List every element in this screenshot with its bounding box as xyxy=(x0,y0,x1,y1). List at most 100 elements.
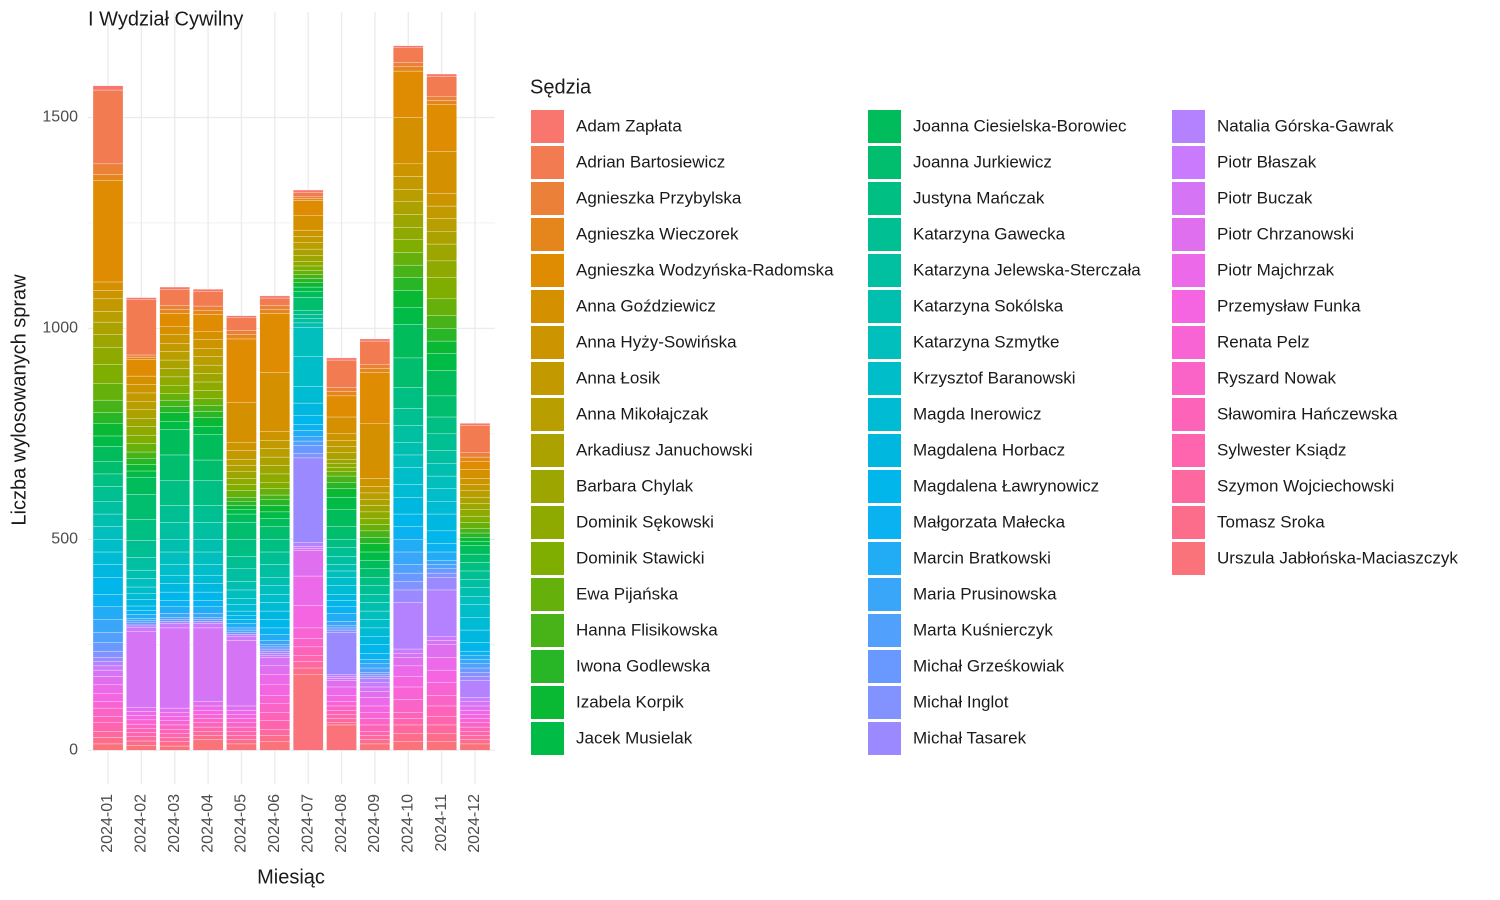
bar-segment xyxy=(226,513,257,523)
bar-segment xyxy=(293,453,324,459)
bar-segment xyxy=(326,714,357,719)
bar-segment xyxy=(293,575,324,606)
bar-segment xyxy=(126,494,157,520)
legend-key xyxy=(531,398,564,431)
bar-segment xyxy=(459,642,491,652)
bar-segment xyxy=(159,612,190,618)
bar-segment xyxy=(226,334,257,340)
bar-segment xyxy=(326,686,357,696)
bar-segment xyxy=(192,289,224,292)
bar-segment xyxy=(259,482,290,489)
bar-segment xyxy=(293,550,324,577)
bar-segment xyxy=(159,326,190,335)
legend-key xyxy=(868,254,901,287)
bar-segment xyxy=(126,434,157,444)
legend-key xyxy=(531,722,564,755)
bar-segment xyxy=(359,619,391,629)
bar-segment xyxy=(459,629,491,643)
legend-key xyxy=(1172,326,1205,359)
bar-segment xyxy=(126,723,157,729)
bar-segment xyxy=(359,602,391,612)
bar-segment xyxy=(226,735,257,740)
bar-segment xyxy=(226,627,257,631)
bar-segment xyxy=(459,680,491,698)
bar-segment xyxy=(126,624,157,628)
bar-segment xyxy=(393,581,424,591)
bar-segment xyxy=(359,338,391,342)
bar-segment xyxy=(293,356,324,387)
bar-segment xyxy=(226,338,257,403)
bar-segment xyxy=(459,541,491,546)
bar-segment xyxy=(159,334,190,344)
bar-segment xyxy=(293,646,324,656)
bar-segment xyxy=(126,707,157,712)
bar-segment xyxy=(126,593,157,600)
bar-segment xyxy=(426,193,457,207)
bar-segment xyxy=(393,189,424,202)
bar-segment xyxy=(159,583,190,593)
bar-segment xyxy=(293,229,324,237)
bar-segment xyxy=(426,395,457,418)
bar-segment xyxy=(92,716,124,723)
bar-segment xyxy=(92,174,124,181)
bar-segment xyxy=(159,539,190,553)
bar-segment xyxy=(259,488,290,496)
bar-segment xyxy=(359,368,391,373)
bar-segment xyxy=(192,564,224,576)
legend-key xyxy=(1172,218,1205,251)
bar-segment xyxy=(359,524,391,532)
bar-segment xyxy=(92,665,124,671)
bar-segment xyxy=(393,653,424,658)
bar-segment xyxy=(259,674,290,686)
bar-segment xyxy=(393,307,424,325)
bar-segment xyxy=(192,417,224,427)
bar-segment xyxy=(326,585,357,595)
bar-segment xyxy=(426,568,457,574)
bar-segment xyxy=(459,579,491,588)
bar-segment xyxy=(126,451,157,459)
bar-segment xyxy=(259,665,290,675)
bar-segment xyxy=(459,604,491,618)
bar-segment xyxy=(326,612,357,622)
bar-segment xyxy=(92,298,124,312)
bar-segment xyxy=(293,255,324,262)
bar-segment xyxy=(426,104,457,152)
bar-segment xyxy=(459,545,491,555)
legend-key xyxy=(868,722,901,755)
bar-segment xyxy=(293,322,324,328)
chart-title: I Wydział Cywilny xyxy=(88,8,243,30)
bar-segment xyxy=(393,589,424,603)
bar-segment xyxy=(293,215,324,231)
bar-segment xyxy=(326,674,357,677)
bar-segment xyxy=(259,456,290,466)
bar-segment xyxy=(192,459,224,481)
bar-segment xyxy=(293,661,324,669)
legend-key xyxy=(1172,182,1205,215)
legend-key xyxy=(531,614,564,647)
bar-segment xyxy=(159,305,190,310)
bar-segment xyxy=(426,340,457,354)
bar-segment xyxy=(393,408,424,426)
bar-segment xyxy=(459,726,491,732)
legend-key xyxy=(868,326,901,359)
bar-segment xyxy=(159,737,190,742)
bar-segment xyxy=(259,634,290,641)
bar-segment xyxy=(192,522,224,540)
bar-segment xyxy=(326,467,357,472)
bar-segment xyxy=(293,297,324,311)
bar-segment xyxy=(359,478,391,487)
bar-segment xyxy=(426,657,457,671)
bar-segment xyxy=(459,676,491,681)
bar-segment xyxy=(359,610,391,620)
bar-segment xyxy=(393,564,424,574)
bar-segment xyxy=(159,412,190,422)
bar-segment xyxy=(426,450,457,464)
bar-segment xyxy=(259,431,290,441)
bar-segment xyxy=(92,564,124,578)
bar-segment xyxy=(259,703,290,713)
y-tick-label: 0 xyxy=(69,741,78,758)
x-tick-label: 2024-03 xyxy=(166,794,183,853)
bar-segment xyxy=(426,463,457,477)
bar-segment xyxy=(326,539,357,548)
legend-label: Małgorzata Małecka xyxy=(913,512,1066,531)
